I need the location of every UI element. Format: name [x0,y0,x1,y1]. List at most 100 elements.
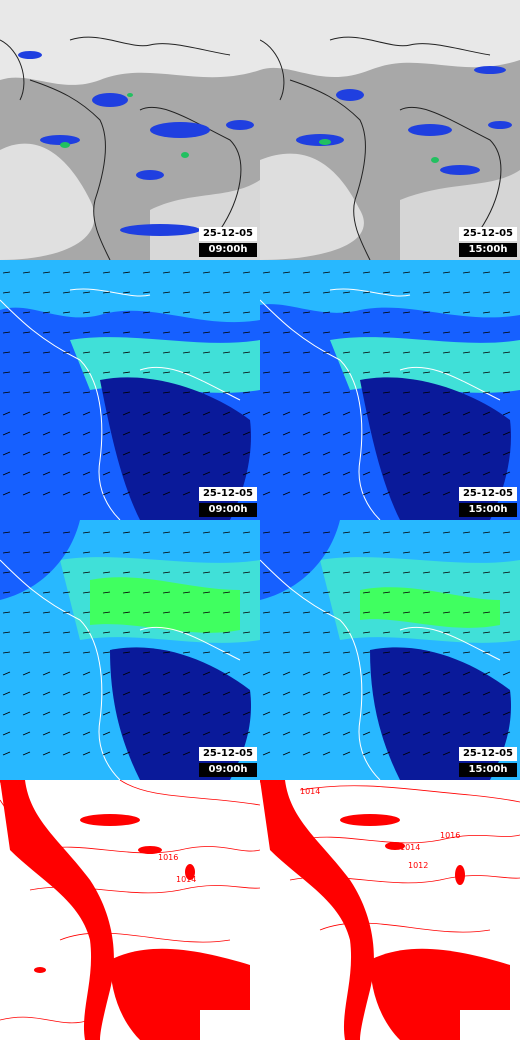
wind-arrow [142,311,151,314]
wind-arrow [302,671,311,676]
wind-arrow [22,591,31,594]
wind-arrow [282,451,291,456]
wind-arrow [462,451,471,456]
wind-arrow [122,371,131,374]
wind-arrow [262,451,271,456]
wind-arrow [22,371,31,374]
wind-arrow [362,731,371,736]
wind-arrow [82,391,91,394]
wind-arrow [62,551,71,554]
time-label: 15:00h [459,243,517,257]
wind-arrow [82,611,91,614]
wind-arrow [462,671,471,676]
wind-arrow [502,631,511,634]
wind-arrow [82,711,91,716]
wind-arrow [302,731,311,736]
wind-arrow [122,531,131,534]
wind-arrow [282,691,291,696]
wind-arrow [382,671,391,676]
wind-panel-0900: 25-12-05 09:00h [0,260,260,520]
wind-arrow [142,671,151,676]
wind-arrow [442,671,451,676]
wind-arrow [2,631,11,634]
wind-arrow [2,391,11,394]
wind-arrow [482,451,491,456]
time-label: 15:00h [459,763,517,777]
wind-arrow [402,651,411,654]
wind-arrow [322,271,331,274]
wind-arrow [462,731,471,736]
wind-arrow [82,291,91,294]
wind-arrow [302,331,311,334]
wind-arrow [342,331,351,334]
wind-arrow [122,751,131,756]
wind-arrow [422,671,431,676]
wind-arrow [202,291,211,294]
wind-arrow [462,391,471,394]
wind-arrow [62,591,71,594]
wind-arrow [142,691,151,696]
wind-arrow [442,391,451,394]
wind-arrow [362,651,371,654]
wind-arrow [182,331,191,334]
wind-arrow [142,451,151,456]
wind-arrow [322,751,331,756]
wind-arrow [302,391,311,394]
wind-arrow [22,751,31,756]
wind-arrow [462,331,471,334]
wind-arrow [22,351,31,354]
wind-arrow [262,371,271,374]
wind-arrow [282,371,291,374]
wind-arrow [142,551,151,554]
wind-arrow [362,411,371,416]
wind-arrow [162,611,171,614]
wind-arrow [462,431,471,436]
wind-arrow [502,271,511,274]
wind-arrow [362,331,371,334]
wind-arrow [482,271,491,274]
wind-panel-1500: 25-12-05 15:00h [260,260,520,520]
wind-arrow [282,331,291,334]
wind-arrow [2,731,11,736]
wind-arrow [282,591,291,594]
wind-arrow [382,531,391,534]
wind-arrow [222,731,231,736]
wind-arrow [502,651,511,654]
wind-arrow [62,731,71,736]
wind-arrow [162,751,171,756]
wind-arrow [42,631,51,634]
wind-arrow [422,271,431,274]
wind-arrow [322,491,331,496]
wind-arrow [2,711,11,716]
wind-arrow [442,691,451,696]
wind-arrow [82,691,91,696]
wind-arrow [202,711,211,716]
wind-arrow [302,431,311,436]
wind-arrow [182,371,191,374]
wind-arrow [462,711,471,716]
wind-arrow [182,651,191,654]
wind-arrow [342,311,351,314]
pressure-panel-1500: 1014 1016 1014 1012 [260,780,520,1040]
wind-arrow [462,351,471,354]
wind-arrow [342,751,351,756]
date-label: 25-12-05 [459,487,517,501]
wind-arrow [402,311,411,314]
wind-arrow [462,551,471,554]
wind-arrow [402,471,411,476]
wind-arrow [2,691,11,696]
wind-arrow [242,611,251,614]
wind-arrow [402,531,411,534]
wind-arrow [62,491,71,496]
wind-arrow [102,711,111,716]
wind-arrow [382,371,391,374]
wind-arrow [2,371,11,374]
wind-arrow [462,631,471,634]
wind-arrow [302,531,311,534]
wind-arrow [482,431,491,436]
wind-arrow [42,431,51,436]
wind-arrow [42,391,51,394]
wind-arrow [122,411,131,416]
wind-arrow [2,751,11,756]
wind-arrow [422,491,431,496]
